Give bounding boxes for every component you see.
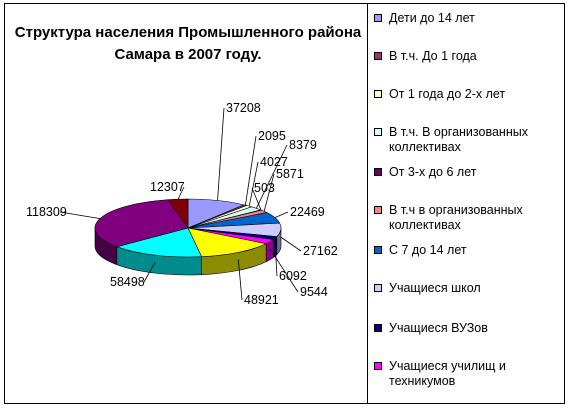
pie-leader-5 [263, 173, 275, 212]
pie-leader-6 [274, 211, 289, 218]
chart-title: Структура населения Промышленного района… [14, 24, 362, 63]
pie-leader-10 [237, 259, 243, 301]
legend-swatch-2 [374, 90, 382, 98]
legend-swatch-4 [374, 168, 382, 176]
legend-swatch-3 [374, 128, 382, 136]
pie-leader-lines [59, 107, 302, 301]
pie-leader-12 [59, 211, 101, 220]
pie-leader-11 [143, 262, 156, 283]
legend-label-0: Дети до 14 лет [389, 11, 475, 25]
legend-swatch-9 [374, 362, 382, 370]
pie-data-label-2: 4027 [260, 155, 288, 169]
legend-label-8: Учащиеся ВУЗов [389, 321, 488, 335]
pie-data-label-9: 9544 [300, 285, 328, 299]
legend-label-5: В т.ч в организованных коллективах [389, 203, 523, 232]
legend-label-3: В т.ч. В организованных коллективах [389, 125, 528, 154]
pie-sides [94, 227, 282, 276]
chart-frame [4, 3, 565, 404]
pie-data-label-4: 503 [254, 181, 275, 195]
pie-data-label-13: 12307 [150, 180, 185, 194]
legend-swatch-7 [374, 284, 382, 292]
legend-label-7: Учащиеся школ [389, 281, 481, 295]
pie-leader-3 [256, 144, 288, 209]
chart-legend: Дети до 14 лет В т.ч. До 1 года От 1 года … [367, 3, 565, 404]
legend-label-2: От 1 года до 2-х лет [389, 87, 506, 101]
pie-data-label-3: 8379 [289, 138, 317, 152]
pie-data-label-6: 22469 [290, 205, 325, 219]
pie-data-label-12: 118309 [26, 205, 67, 219]
pie-slice-10 [187, 227, 268, 257]
legend-swatch-8 [374, 324, 382, 332]
legend-swatch-0 [374, 14, 382, 22]
legend-label-9: Учащиеся училищ и техникумов [389, 359, 506, 388]
legend-label-4: От 3-х до 6 лет [389, 165, 477, 179]
legend-label-1: В т.ч. До 1 года [389, 49, 477, 63]
pie-leader-0 [217, 107, 225, 201]
pie-data-label-0: 37208 [226, 101, 261, 115]
pie-slice-11 [115, 227, 203, 258]
pie-data-label-5: 5871 [276, 167, 304, 181]
legend-swatch-6 [374, 246, 382, 254]
pie-leader-13 [177, 186, 185, 200]
pie-leader-9 [269, 248, 299, 293]
legend-swatch-1 [374, 52, 382, 60]
pie-data-label-10: 48921 [244, 293, 279, 307]
pie-leader-2 [248, 161, 259, 207]
pie-data-label-1: 2095 [258, 129, 286, 143]
pie-leader-7 [280, 236, 302, 252]
pie-data-label-7: 27162 [303, 244, 338, 258]
pie-leader-8 [274, 245, 278, 277]
pie-leader-4 [251, 187, 262, 211]
pie-data-label-11: 58498 [110, 275, 145, 289]
pie-leader-1 [245, 135, 257, 206]
pie-tops [94, 198, 282, 258]
legend-swatch-5 [374, 206, 382, 214]
legend-label-6: С 7 до 14 лет [389, 243, 467, 257]
pie-data-label-8: 6092 [279, 269, 307, 283]
